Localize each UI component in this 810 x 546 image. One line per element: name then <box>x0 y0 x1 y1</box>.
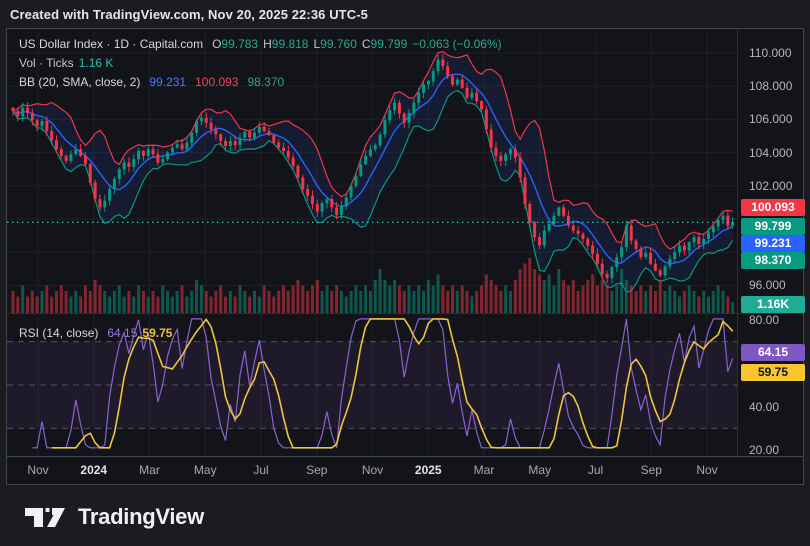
ohlc-high-label: H <box>263 37 272 51</box>
time-axis-label: Sep <box>627 463 675 477</box>
ohlc-low-value: 99.760 <box>320 37 357 51</box>
price-axis-tick: 104.000 <box>749 145 803 161</box>
bb-basis-value: 99.231 <box>149 75 186 89</box>
volume-label-badge: 1.16K <box>741 296 805 313</box>
chart-panel: US Dollar Index · 1D · Capital.com O99.78… <box>6 28 804 485</box>
volume-value: 1.16 K <box>79 56 114 70</box>
time-axis-label: Mar <box>460 463 508 477</box>
price-label-badge: 99.231 <box>741 235 805 252</box>
ohlc-open-label: O <box>212 37 221 51</box>
rsi-axis-tick: 80.00 <box>749 312 803 328</box>
tradingview-snapshot: { "header": { "created_with": "Created w… <box>0 0 810 546</box>
rsi-value: 64.15 <box>107 326 137 340</box>
bb-legend-row: BB (20, SMA, close, 2) 99.231 100.093 98.37… <box>19 73 502 92</box>
change-value: −0.063 (−0.06%) <box>412 37 501 51</box>
price-axis-tick: 108.000 <box>749 78 803 94</box>
attribution-text: Created with TradingView.com, Nov 20, 20… <box>10 5 368 25</box>
time-axis-label: May <box>516 463 564 477</box>
volume-legend-row: Vol · Ticks 1.16 K <box>19 54 502 73</box>
rsi-label-badge: 59.75 <box>741 364 805 381</box>
rsi-axis-tick: 20.00 <box>749 442 803 458</box>
time-axis-label: Sep <box>293 463 341 477</box>
time-axis-label: Nov <box>349 463 397 477</box>
price-axis-tick: 106.000 <box>749 111 803 127</box>
time-axis-label: Mar <box>126 463 174 477</box>
time-axis-label: Nov <box>14 463 62 477</box>
rsi-axis-tick: 40.00 <box>749 399 803 415</box>
time-axis-label: 2024 <box>70 463 118 477</box>
price-label-badge: 98.370 <box>741 252 805 269</box>
volume-label: Vol · Ticks <box>19 56 74 70</box>
price-axis-tick: 110.000 <box>749 45 803 61</box>
time-axis-label: Jul <box>572 463 620 477</box>
tradingview-logo-text: TradingView <box>78 504 204 530</box>
time-axis-label: Jul <box>237 463 285 477</box>
symbol-title: US Dollar Index · 1D · Capital.com <box>19 37 203 51</box>
time-axis-label: Nov <box>683 463 731 477</box>
tradingview-logo: TradingView <box>25 499 204 535</box>
main-pane-legend: US Dollar Index · 1D · Capital.com O99.78… <box>19 35 502 92</box>
bb-label: BB (20, SMA, close, 2) <box>19 75 140 89</box>
ohlc-open-value: 99.783 <box>221 37 258 51</box>
price-axis-tick: 102.000 <box>749 178 803 194</box>
symbol-legend-row: US Dollar Index · 1D · Capital.com O99.78… <box>19 35 502 54</box>
time-axis-label: May <box>181 463 229 477</box>
rsi-label: RSI (14, close) <box>19 326 98 340</box>
price-label-badge: 99.799 <box>741 218 805 235</box>
tradingview-logo-icon <box>25 503 67 531</box>
price-label-badge: 100.093 <box>741 199 805 216</box>
rsi-ma-value: 59.75 <box>142 326 172 340</box>
rsi-label-badge: 64.15 <box>741 344 805 361</box>
bb-upper-value: 100.093 <box>195 75 238 89</box>
rsi-pane-legend: RSI (14, close) 64.15 59.75 <box>19 324 172 343</box>
ohlc-close-value: 99.799 <box>371 37 408 51</box>
bb-lower-value: 98.370 <box>247 75 284 89</box>
ohlc-high-value: 99.818 <box>272 37 309 51</box>
ohlc-close-label: C <box>362 37 371 51</box>
time-axis-label: 2025 <box>404 463 452 477</box>
chart-canvas[interactable] <box>7 29 803 484</box>
price-axis-tick: 96.000 <box>749 277 803 293</box>
